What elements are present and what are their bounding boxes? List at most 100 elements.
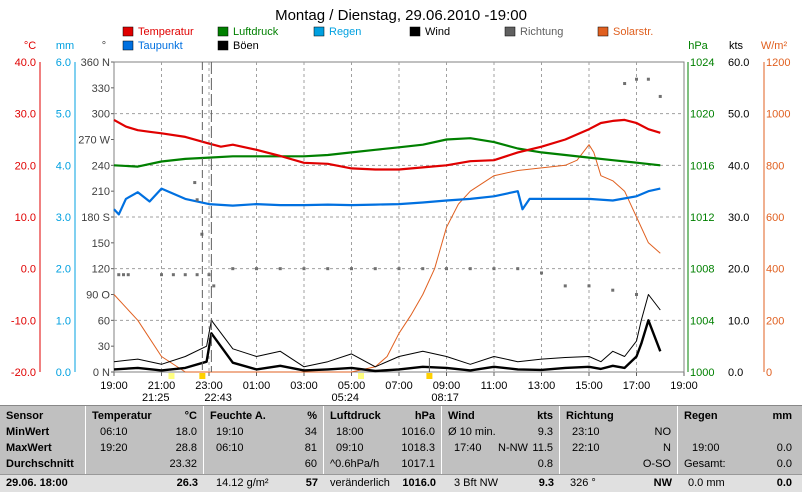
tick-rain: 6.0 [56,57,71,69]
chart-legend: Temperatur Taupunkt Luftdruck Böen Regen Wind… [122,26,653,52]
tick-press: 1024 [690,57,714,69]
dir-header: Richtung [566,410,614,422]
unit-solar: W/m² [761,40,788,52]
direction-point [468,267,472,271]
hum-avg: 60 [304,458,317,470]
current-rain: 0.0 [776,477,792,489]
tick-wind: 30.0 [728,212,749,224]
tick-solar: 800 [766,160,784,172]
tick-solar: 600 [766,212,784,224]
tick-solar: 400 [766,264,784,276]
marker-box [168,373,175,379]
tick-press: 1004 [690,315,714,327]
rain-r2-time: 19:00 [692,442,720,454]
marker-box [426,373,433,379]
tick-temp: 0.0 [21,264,36,276]
tick-dir: 240 [92,160,110,172]
tick-solar: 0 [766,367,772,379]
temp-unit: °C [184,410,197,422]
press-unit: hPa [414,410,435,422]
tick-rain: 1.0 [56,315,71,327]
tick-wind: 50.0 [728,109,749,121]
tick-wind: 60.0 [728,57,749,69]
direction-point [193,181,197,185]
tick-rain: 5.0 [56,109,71,121]
marker-label: 05:24 [331,392,359,404]
direction-point [563,284,567,288]
marker-box [358,373,364,379]
direction-point [302,267,306,271]
unit-dir: ° [102,40,106,52]
tick-dir: 60 [98,315,110,327]
tick-dir: 360 N [81,57,110,69]
wind-r2: 11.5 [532,442,553,454]
chart-title: Montag / Dienstag, 29.06.2010 -19:00 [275,7,527,24]
press-header: Luftdruck [330,410,381,422]
legend-swatch [122,40,134,51]
wind-r1-label: Ø 10 min. [448,426,496,438]
tick-dir: 270 W [78,135,110,147]
series-luftdruck [113,137,661,168]
legend-swatch [122,26,134,37]
hum-max: 81 [304,442,317,454]
direction-point [212,284,216,288]
tick-temp: 30.0 [15,109,36,121]
tick-dir: 300 [92,109,110,121]
legend-swatch [217,40,229,51]
direction-point [397,267,401,271]
direction-point [122,273,125,277]
direction-point [516,267,520,271]
press-trend: ^0.6hPa/h [330,458,380,470]
unit-temp: °C [24,40,36,52]
temp-max: 28.8 [175,442,197,454]
wind-r2-time: 17:40 [454,442,482,454]
tick-rain: 0.0 [56,367,71,379]
tick-x: 13:00 [528,380,556,392]
tick-x: 05:00 [338,380,366,392]
current-timestamp: 29.06. 18:00 [6,477,68,489]
legend-label: Richtung [520,26,563,38]
rain-r2: 0.0 [776,442,792,454]
rain-unit: mm [772,410,792,422]
series-temperatur [113,118,661,171]
tick-x: 07:00 [385,380,413,392]
col-pressure: Luftdruck hPa 18:00 1016.0 09:10 1018.3 … [324,406,442,491]
tick-dir: 150 [92,238,110,250]
direction-point [207,273,211,277]
direction-point [646,77,650,81]
tick-dir: 330 [92,83,110,95]
direction-point [255,267,258,271]
current-humidity: 57 [305,477,318,489]
tick-x: 21:00 [148,380,176,392]
tick-temp: 20.0 [15,160,36,172]
hum-min: 34 [304,426,317,438]
col-temperature: Temperatur °C 06:10 18.0 19:20 28.8 23.3… [86,406,204,491]
unit-wind: kts [729,40,744,52]
statistics-table: Sensor MinWert MaxWert Durchschnitt Temp… [0,405,802,492]
legend-swatch [597,26,609,37]
press-min: 1016.0 [401,426,435,438]
wind-unit: kts [537,410,553,422]
rain-header: Regen [684,410,718,422]
direction-point [183,273,187,277]
direction-point [117,273,121,277]
current-temp: 26.3 [176,477,198,489]
chart-axes: 40.0 30.0 20.0 10.0 0.0 -10.0 -20.0 °C 6.0 5.0 4.0… [11,40,791,392]
sensor-row-min: MinWert [6,426,50,438]
tick-x: 17:00 [623,380,651,392]
marker-label: 21:25 [142,392,170,404]
chart-grid [113,61,685,373]
marker-label: 22:43 [204,392,232,404]
col-humidity: Feuchte A. % 19:10 34 06:10 81 60 [204,406,324,491]
tick-wind: 20.0 [728,264,749,276]
sensor-header: Sensor [6,410,44,422]
current-abs-humidity: 14.12 g/m² [216,477,269,489]
current-values-row: 29.06. 18:00 26.3 14.12 g/m² 57 veränder… [0,474,802,492]
direction-point [160,273,163,277]
hum-header: Feuchte A. [210,410,266,422]
tick-press: 1012 [690,212,714,224]
tick-rain: 2.0 [56,264,71,276]
tick-x: 11:00 [481,380,508,392]
series-wind [113,319,662,373]
hum-min-time: 19:10 [216,426,244,438]
